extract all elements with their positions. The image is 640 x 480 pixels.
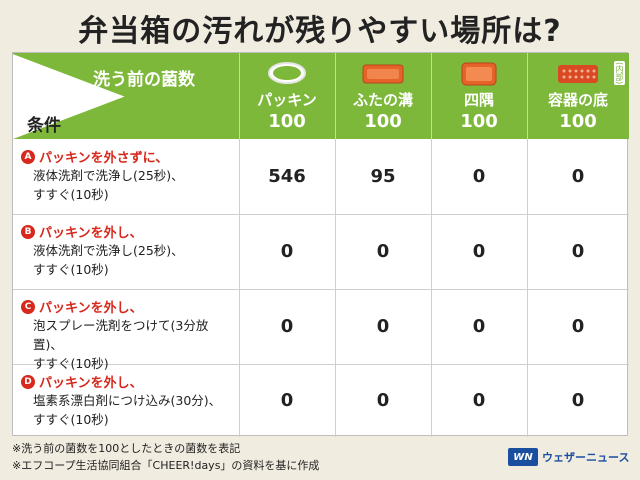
condition-cell: B パッキンを外し、 液体洗剤で洗浄し(25秒)、 すすぐ(10秒) — [21, 222, 236, 279]
table-header: 洗う前の菌数 条件 パッキン 100 ふたの溝 100 四隅 100 — [13, 53, 629, 139]
column-corners: 四隅 100 — [431, 53, 527, 139]
value-cell: 95 — [370, 166, 396, 187]
divider — [335, 53, 336, 437]
footnote: ※エフコープ生活協同組合「CHEER!days」の資料を基に作成 — [12, 459, 320, 472]
condition-headline: パッキンを外し、 — [39, 226, 143, 241]
column-subnote: (内部) — [614, 61, 625, 86]
header-label-count: 洗う前の菌数 — [93, 70, 195, 90]
condition-detail: すすぐ(10秒) — [33, 412, 109, 427]
value-cell: 546 — [268, 166, 306, 187]
condition-detail: すすぐ(10秒) — [33, 356, 109, 371]
condition-headline: パッキンを外さずに、 — [39, 151, 169, 166]
value-cell: 0 — [571, 166, 585, 187]
table-row: C パッキンを外し、 泡スプレー洗剤をつけて(3分放置)、 すすぐ(10秒) 0 … — [13, 289, 629, 371]
column-name: パッキン — [257, 91, 317, 109]
footnote: ※洗う前の菌数を100としたときの菌数を表記 — [12, 442, 241, 455]
value-cell: 0 — [571, 390, 585, 411]
divider — [527, 53, 528, 437]
value-cell: 0 — [376, 241, 390, 262]
value-cell: 0 — [280, 390, 294, 411]
condition-cell: D パッキンを外し、 塩素系漂白剤につけ込み(30分)、 すすぐ(10秒) — [21, 372, 236, 429]
condition-detail: 泡スプレー洗剤をつけて(3分放置)、 — [33, 318, 209, 352]
column-gasket: パッキン 100 — [239, 53, 335, 139]
header-label-condition: 条件 — [27, 116, 61, 136]
condition-cell: C パッキンを外し、 泡スプレー洗剤をつけて(3分放置)、 すすぐ(10秒) — [21, 297, 236, 373]
corner-box-icon — [461, 62, 497, 86]
column-name: ふたの溝 — [352, 91, 413, 109]
value-cell: 0 — [472, 316, 486, 337]
divider — [239, 53, 240, 437]
value-cell: 0 — [280, 241, 294, 262]
value-cell: 0 — [472, 390, 486, 411]
condition-headline: パッキンを外し、 — [39, 376, 143, 391]
value-cell: 0 — [376, 390, 390, 411]
lid-icon — [362, 64, 404, 84]
box-bottom-icon — [558, 65, 598, 83]
column-bottom: 容器の底 100 (内部) — [527, 53, 629, 139]
bacteria-table: 洗う前の菌数 条件 パッキン 100 ふたの溝 100 四隅 100 — [12, 52, 629, 437]
column-base: 100 — [559, 111, 597, 132]
weathernews-logo: WN ウェザーニュース — [508, 446, 632, 468]
condition-detail: 液体洗剤で洗浄し(25秒)、 — [33, 243, 184, 258]
column-name: 四隅 — [463, 91, 494, 109]
condition-letter-badge: D — [21, 374, 35, 389]
table-row: A パッキンを外さずに、 液体洗剤で洗浄し(25秒)、 すすぐ(10秒) 546 … — [13, 139, 629, 214]
condition-letter-badge: C — [21, 299, 35, 314]
condition-cell: A パッキンを外さずに、 液体洗剤で洗浄し(25秒)、 すすぐ(10秒) — [21, 147, 236, 204]
footnotes: ※洗う前の菌数を100としたときの菌数を表記 ※エフコープ生活協同組合「CHEE… — [12, 440, 319, 474]
condition-detail: 液体洗剤で洗浄し(25秒)、 — [33, 168, 184, 183]
divider — [13, 214, 629, 215]
value-cell: 0 — [472, 241, 486, 262]
divider — [431, 53, 432, 437]
column-lid: ふたの溝 100 — [335, 53, 431, 139]
logo-mark: WN — [508, 448, 538, 466]
value-cell: 0 — [376, 316, 390, 337]
value-cell: 0 — [472, 166, 486, 187]
divider — [13, 289, 629, 290]
value-cell: 0 — [280, 316, 294, 337]
page-title: 弁当箱の汚れが残りやすい場所は? — [78, 14, 562, 49]
gasket-icon — [268, 62, 306, 84]
value-cell: 0 — [571, 316, 585, 337]
value-cell: 0 — [571, 241, 585, 262]
condition-letter-badge: B — [21, 224, 35, 239]
condition-letter-badge: A — [21, 149, 35, 164]
logo-text: ウェザーニュース — [542, 451, 630, 464]
condition-detail: すすぐ(10秒) — [33, 187, 109, 202]
column-base: 100 — [364, 111, 402, 132]
condition-headline: パッキンを外し、 — [39, 301, 143, 316]
table-row: B パッキンを外し、 液体洗剤で洗浄し(25秒)、 すすぐ(10秒) 0 0 0 … — [13, 214, 629, 289]
condition-detail: すすぐ(10秒) — [33, 262, 109, 277]
column-base: 100 — [460, 111, 498, 132]
divider — [13, 364, 629, 365]
table-row: D パッキンを外し、 塩素系漂白剤につけ込み(30分)、 すすぐ(10秒) 0 0… — [13, 364, 629, 437]
column-base: 100 — [268, 111, 306, 132]
header-diagonal-line — [13, 53, 239, 139]
condition-detail: 塩素系漂白剤につけ込み(30分)、 — [33, 393, 222, 408]
column-name: 容器の底 — [547, 91, 608, 109]
